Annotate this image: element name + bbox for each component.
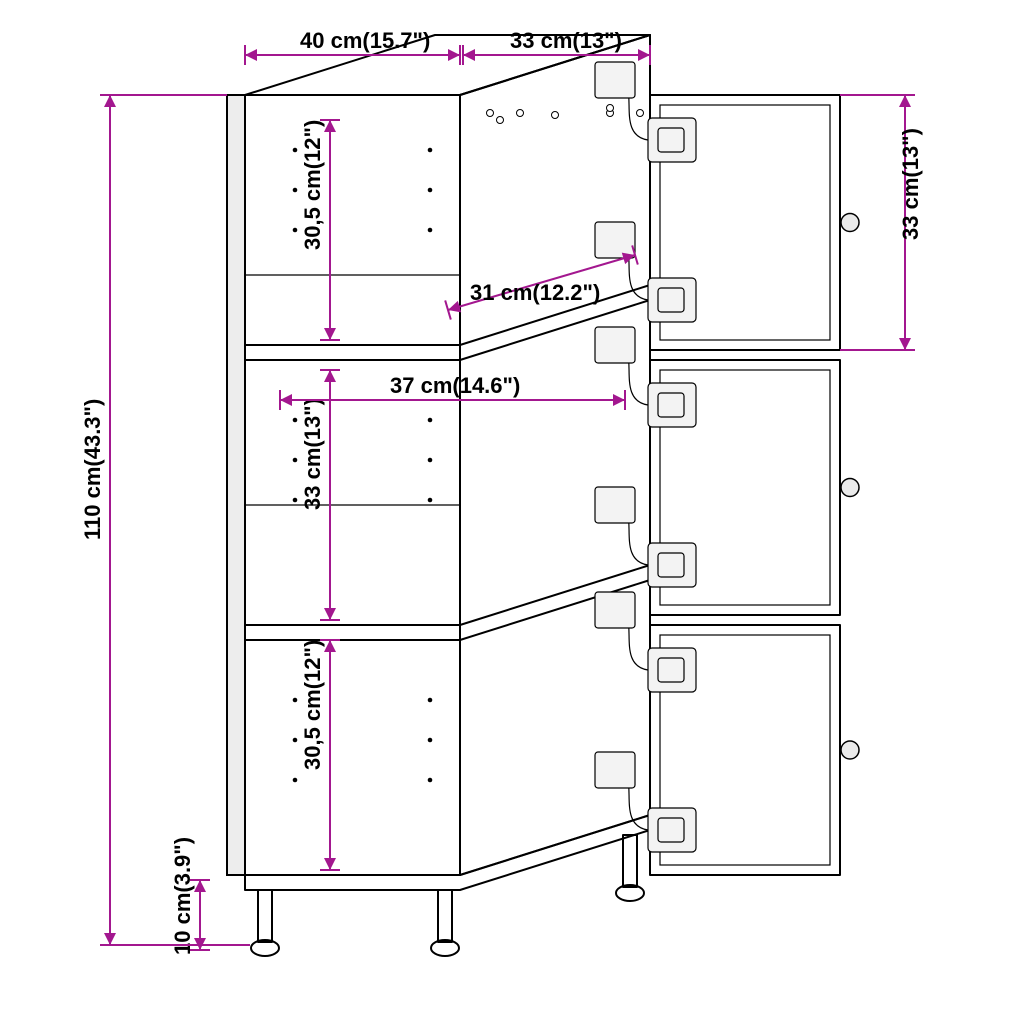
cabinet-dimension-diagram: 40 cm(15.7") 33 cm(13") 110 cm(43.3") 33… [0, 0, 1024, 1024]
